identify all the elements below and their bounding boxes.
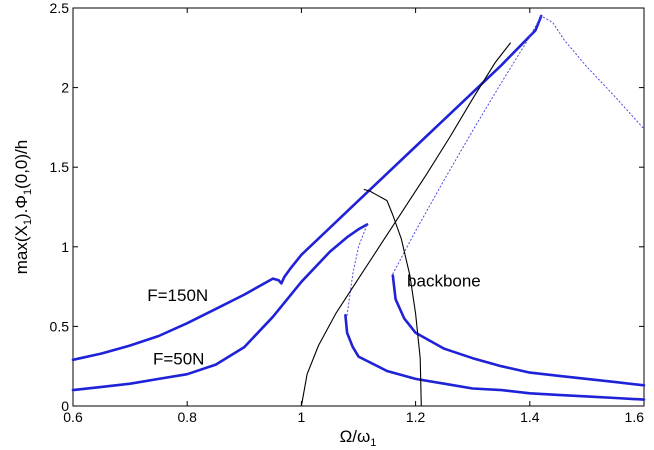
x-tick-label: 1.6: [625, 409, 645, 425]
x-tick-label: 0.6: [63, 409, 83, 425]
y-tick-label: 2.5: [50, 0, 70, 16]
series-line-5: [346, 224, 368, 316]
annotation-label: F=50N: [153, 350, 205, 369]
y-tick-label: 2: [61, 80, 69, 96]
x-tick-label: 1.4: [520, 409, 540, 425]
series-layer: [71, 14, 646, 407]
y-tick-label: 1: [61, 239, 69, 255]
tick-layer: 0.6 0.8 1 1.2 1.4 1.6 0 0.5 1 1.5 2 2.5: [50, 0, 645, 425]
series-line-7: [300, 42, 511, 407]
annotation-label: backbone: [407, 272, 481, 291]
series-line-3: [391, 274, 646, 387]
y-tick-label: 0.5: [50, 318, 70, 334]
annotation-label: F=150N: [147, 286, 208, 305]
series-line-4: [71, 223, 369, 392]
x-tick-label: 0.8: [177, 409, 197, 425]
annotation-layer: F=150N F=50N backbone: [147, 272, 481, 369]
plot-area: [72, 7, 645, 407]
x-tick-label: 1.2: [406, 409, 426, 425]
x-axis-label: Ω/ω1: [340, 427, 377, 449]
y-tick-label: 1.5: [50, 159, 70, 175]
series-line-1: [71, 14, 543, 362]
series-line-2: [392, 15, 645, 275]
y-tick-label: 0: [61, 398, 69, 414]
y-axis-label: max(X1).Φ1(0,0)/h: [12, 140, 34, 274]
series-line-6: [344, 314, 646, 401]
x-tick-label: 1: [298, 409, 306, 425]
series-line-8: [363, 188, 422, 407]
